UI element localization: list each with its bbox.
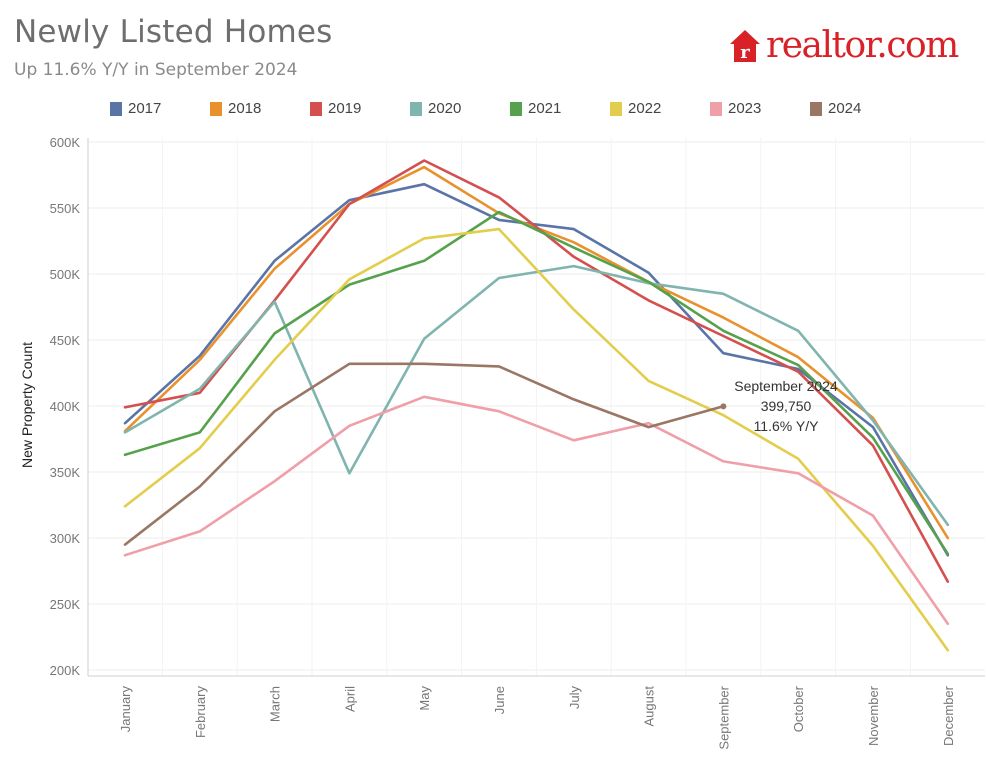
chart-annotation: September 2024 399,750 11.6% Y/Y [720, 378, 838, 434]
series-line-2023[interactable] [123, 395, 950, 626]
x-axis-ticks: January February March April May June July Augu… [118, 685, 956, 749]
chart-grid [87, 138, 985, 677]
logo-mark: r [740, 42, 750, 63]
x-tick-label-february: February [193, 686, 208, 739]
legend-label: 2020 [428, 100, 462, 117]
annotation-line-3: 11.6% Y/Y [754, 418, 820, 434]
series-line-2024[interactable] [123, 362, 725, 546]
legend-item-2024[interactable]: 2024 [810, 100, 861, 117]
annotation-line-2: 399,750 [761, 398, 812, 414]
y-tick-label: 400K [50, 399, 81, 414]
legend-label: 2017 [128, 100, 162, 117]
annotation-line-1: September 2024 [734, 378, 838, 394]
x-tick-label-january: January [118, 686, 133, 733]
series-line-2022[interactable] [123, 227, 950, 652]
legend-item-2018[interactable]: 2018 [210, 100, 261, 117]
legend-label: 2024 [828, 100, 862, 117]
x-tick-label-may: May [417, 686, 432, 711]
x-tick-label-april: April [342, 686, 357, 712]
legend-swatch [410, 101, 422, 116]
legend-item-2022[interactable]: 2022 [610, 100, 661, 117]
realtor-logo[interactable]: r realtor.com [728, 25, 959, 66]
y-axis-label: New Property Count [19, 342, 35, 468]
x-tick-label-october: October [791, 685, 806, 732]
legend-swatch [710, 101, 722, 116]
y-tick-label: 350K [50, 465, 81, 480]
x-tick-label-july: July [567, 686, 582, 710]
y-tick-label: 550K [50, 201, 81, 216]
series-line-2020[interactable] [123, 264, 950, 527]
legend-swatch [610, 101, 622, 116]
x-tick-label-september: September [716, 685, 731, 749]
legend-label: 2018 [228, 100, 262, 117]
legend-item-2017[interactable]: 2017 [110, 100, 161, 117]
y-tick-label: 250K [50, 597, 81, 612]
logo-text: realtor.com [766, 25, 959, 66]
legend-swatch [210, 101, 222, 116]
legend-item-2020[interactable]: 2020 [410, 100, 461, 117]
y-tick-label: 200K [50, 663, 81, 678]
legend-item-2019[interactable]: 2019 [310, 100, 361, 117]
page-subtitle: Up 11.6% Y/Y in September 2024 [14, 60, 298, 80]
y-axis-ticks: 200K 250K 300K 350K 400K 450K 500K 550K 600K [50, 135, 81, 678]
series-line-2021[interactable] [123, 210, 950, 556]
x-tick-label-march: March [268, 686, 283, 722]
legend-label: 2023 [728, 100, 762, 117]
legend-label: 2022 [628, 100, 662, 117]
y-tick-label: 500K [50, 267, 81, 282]
legend-swatch [510, 101, 522, 116]
legend-label: 2021 [528, 100, 562, 117]
x-tick-label-june: June [492, 686, 507, 714]
page-title: Newly Listed Homes [14, 14, 333, 50]
legend-swatch [310, 101, 322, 116]
series-lines [123, 159, 950, 652]
legend-swatch [810, 101, 822, 116]
y-tick-label: 300K [50, 531, 81, 546]
legend-label: 2019 [328, 100, 362, 117]
x-tick-label-november: November [866, 685, 881, 746]
y-tick-label: 450K [50, 333, 81, 348]
x-tick-label-december: December [941, 685, 956, 746]
legend-item-2023[interactable]: 2023 [710, 100, 761, 117]
house-icon: r [730, 30, 760, 63]
legend-item-2021[interactable]: 2021 [510, 100, 561, 117]
y-tick-label: 600K [50, 135, 81, 150]
legend-swatch [110, 101, 122, 116]
x-tick-label-august: August [642, 686, 657, 727]
annotation-point[interactable] [720, 403, 727, 410]
